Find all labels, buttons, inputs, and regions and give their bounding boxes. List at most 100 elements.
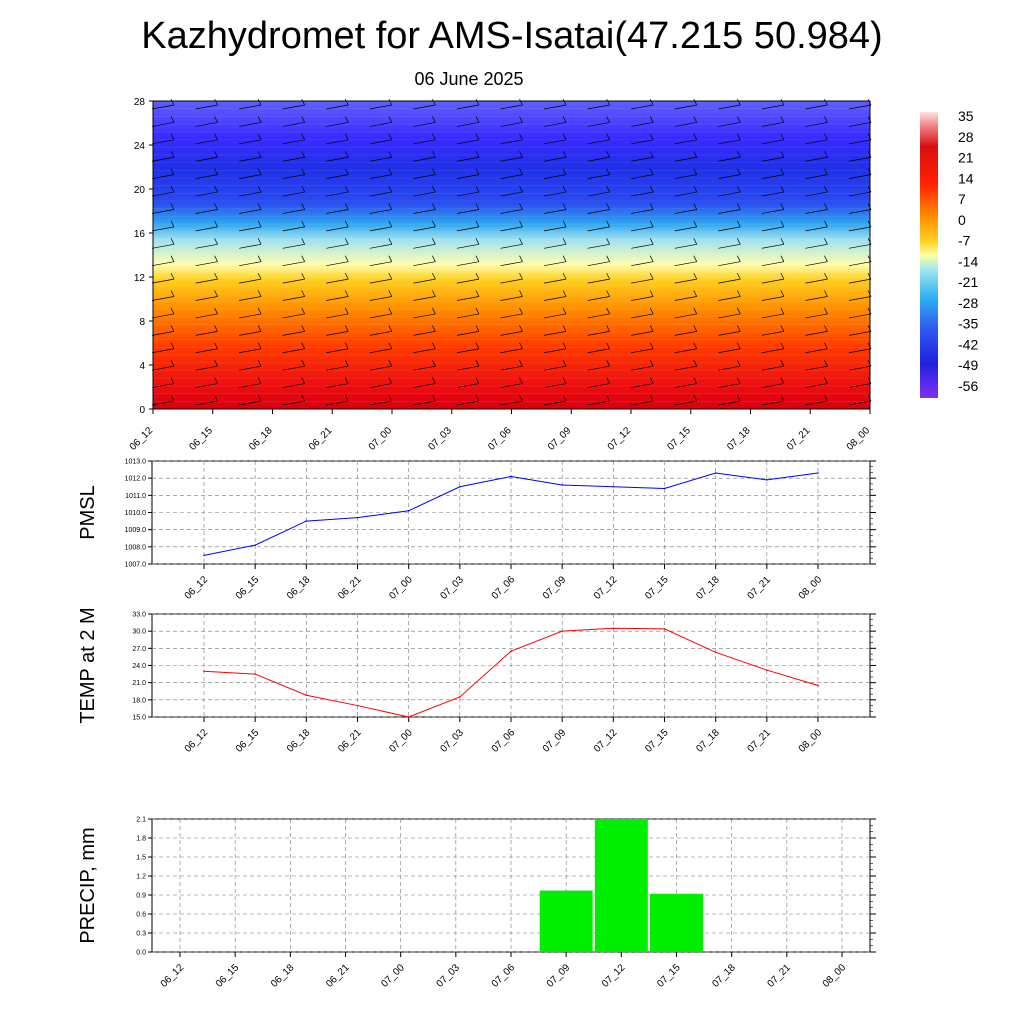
- wind-barb-flag: [214, 342, 218, 349]
- x-tick-label: 07_21: [785, 425, 813, 453]
- wind-barb: [500, 191, 523, 197]
- wind-barb-flag: [170, 133, 175, 140]
- wind-barb: [631, 383, 654, 388]
- wind-barb: [543, 331, 567, 336]
- wind-barb-flag: [693, 272, 698, 280]
- wind-barb: [805, 243, 828, 249]
- wind-barb-flag: [562, 325, 567, 332]
- wind-barb: [413, 296, 436, 301]
- y-tick-label: 1.2: [136, 874, 146, 881]
- precip-bar: [539, 890, 593, 952]
- wind-barb: [718, 261, 741, 267]
- wind-barb: [631, 400, 654, 406]
- wind-barb-flag: [475, 325, 480, 332]
- wind-barb: [543, 313, 567, 319]
- wind-barb: [369, 331, 392, 336]
- wind-barb: [151, 156, 175, 162]
- wind-barb-flag: [606, 238, 610, 245]
- wind-barb-flag: [562, 238, 567, 245]
- wind-barb: [805, 226, 828, 232]
- wind-barb: [456, 209, 480, 214]
- wind-barb: [151, 104, 175, 110]
- wind-barb-flag: [257, 377, 262, 384]
- wind-barb-flag: [736, 185, 741, 193]
- wind-barb: [674, 209, 697, 214]
- wind-barb: [761, 226, 784, 232]
- y-axis-label: PMSL: [77, 485, 99, 539]
- wind-barb: [805, 191, 828, 197]
- colorbar-label: 7: [958, 191, 966, 207]
- wind-barb-flag: [257, 98, 262, 106]
- wind-barb-flag: [301, 116, 306, 123]
- wind-barb: [239, 261, 262, 267]
- wind-barb: [413, 278, 436, 284]
- wind-barb-flag: [257, 238, 262, 245]
- wind-barb-flag: [562, 272, 567, 280]
- x-tick-label: 07_09: [545, 962, 573, 990]
- wind-barb: [674, 226, 697, 232]
- wind-barb-flag: [301, 360, 306, 367]
- wind-barb-flag: [736, 272, 741, 280]
- wind-barb: [500, 331, 523, 336]
- wind-barb-flag: [606, 133, 610, 140]
- wind-barb: [543, 226, 567, 232]
- wind-barb: [151, 139, 175, 145]
- wind-barb-flag: [649, 116, 654, 123]
- wind-barb: [369, 400, 392, 406]
- data-point: [459, 696, 461, 698]
- x-tick-label: 07_18: [710, 962, 738, 990]
- wind-barb-flag: [780, 238, 785, 245]
- wind-barb: [282, 243, 305, 249]
- wind-barb: [587, 139, 610, 145]
- data-point: [663, 628, 666, 630]
- wind-barb-flag: [301, 238, 306, 245]
- wind-barb-flag: [388, 325, 393, 332]
- wind-barb-flag: [824, 185, 828, 193]
- colorbar-label: -7: [958, 233, 971, 249]
- wind-barb-flag: [214, 394, 218, 402]
- wind-barb: [587, 365, 610, 371]
- wind-barb: [718, 209, 741, 214]
- wind-barb-flag: [170, 377, 175, 384]
- wind-barb-flag: [824, 290, 828, 297]
- wind-barb-flag: [170, 255, 175, 262]
- wind-barb: [718, 365, 741, 371]
- y-tick-label: 24.0: [132, 663, 146, 670]
- wind-barb: [369, 139, 392, 145]
- wind-barb: [195, 348, 218, 354]
- wind-barb: [805, 122, 828, 127]
- wind-barb-flag: [388, 272, 393, 280]
- wind-barb-flag: [388, 238, 393, 245]
- wind-barb-flag: [824, 151, 828, 158]
- wind-barb-flag: [824, 377, 828, 384]
- wind-barb-flag: [562, 151, 567, 158]
- wind-barb-flag: [301, 203, 306, 210]
- wind-barb: [848, 104, 872, 110]
- x-tick-label: 07_15: [643, 727, 671, 755]
- wind-barb: [151, 174, 175, 179]
- wind-barb-flag: [388, 220, 393, 228]
- wind-barb-flag: [432, 185, 436, 193]
- wind-barb-flag: [301, 342, 306, 349]
- data-point: [561, 484, 563, 486]
- wind-barb: [718, 174, 741, 179]
- data-point: [612, 485, 615, 488]
- data-point: [203, 554, 205, 557]
- wind-barb-flag: [780, 98, 785, 106]
- wind-barb-flag: [170, 342, 175, 349]
- wind-barb-flag: [301, 255, 306, 262]
- wind-barb-flag: [344, 133, 349, 140]
- wind-barb: [848, 348, 872, 354]
- x-tick-label: 06_18: [269, 962, 297, 990]
- wind-barb: [456, 243, 480, 249]
- wind-barb: [326, 122, 349, 127]
- wind-barb: [456, 348, 480, 354]
- x-tick-label: 07_09: [541, 727, 569, 755]
- wind-barb: [718, 383, 741, 388]
- wind-barb-flag: [432, 168, 436, 175]
- wind-barb-flag: [475, 220, 480, 228]
- y-tick-label: 33.0: [132, 612, 146, 619]
- wind-barb-flag: [432, 342, 436, 349]
- wind-barb: [326, 174, 349, 179]
- wind-barb: [500, 261, 523, 267]
